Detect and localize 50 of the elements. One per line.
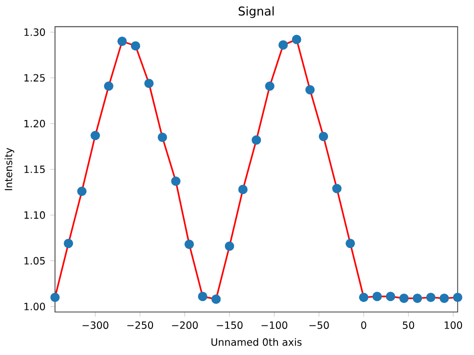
point xyxy=(278,40,288,50)
point xyxy=(171,176,180,186)
x-tick-label: −50 xyxy=(309,321,329,329)
point xyxy=(198,292,208,302)
point xyxy=(452,292,462,302)
point xyxy=(224,241,234,251)
point xyxy=(412,294,422,303)
y-tick-label: 1.00 xyxy=(24,302,45,310)
point xyxy=(211,294,221,304)
x-tick-label: −300 xyxy=(82,321,108,329)
x-tick-label: 50 xyxy=(402,321,414,329)
x-tick-label: −100 xyxy=(262,321,288,329)
x-tick-label: −150 xyxy=(216,321,243,329)
y-tick-label: 1.30 xyxy=(24,28,45,36)
chart-title: Signal xyxy=(238,6,274,18)
x-tick-label: −200 xyxy=(172,321,198,329)
point xyxy=(265,81,274,91)
point xyxy=(238,184,248,194)
x-tick-label: 0 xyxy=(361,321,366,329)
point xyxy=(104,81,114,91)
x-axis-title: Unnamed 0th axis xyxy=(212,338,302,346)
y-tick-label: 1.20 xyxy=(24,120,45,128)
point xyxy=(252,135,261,145)
point xyxy=(130,41,140,51)
x-tick-label: 100 xyxy=(444,321,462,329)
y-tick-label: 1.15 xyxy=(24,166,45,174)
point xyxy=(440,294,449,303)
point xyxy=(158,132,168,142)
point xyxy=(90,130,100,140)
y-tick-label: 1.05 xyxy=(24,257,45,265)
point xyxy=(77,186,87,196)
point xyxy=(346,238,355,248)
point xyxy=(117,36,127,46)
point xyxy=(184,240,194,249)
point xyxy=(318,132,328,142)
point xyxy=(426,292,436,302)
point xyxy=(305,85,315,94)
point xyxy=(399,294,409,303)
y-tick-label: 1.10 xyxy=(24,211,45,219)
point xyxy=(386,292,396,302)
point xyxy=(64,238,74,248)
y-tick-label: 1.25 xyxy=(24,74,45,82)
point xyxy=(359,292,368,302)
point xyxy=(144,78,154,88)
point xyxy=(292,34,302,44)
point xyxy=(372,292,382,302)
point xyxy=(50,292,60,302)
y-axis-title: Intensity xyxy=(4,148,14,190)
x-tick-label: −250 xyxy=(127,321,154,329)
point xyxy=(332,184,342,194)
